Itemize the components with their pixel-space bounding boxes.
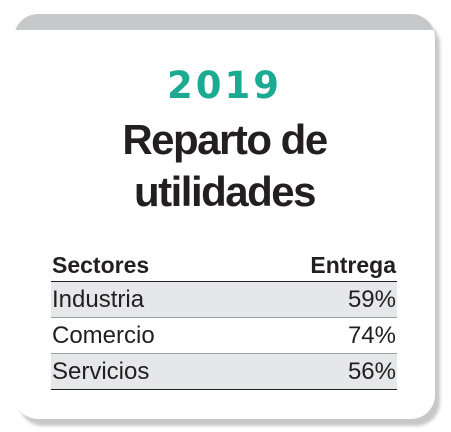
data-table: Sectores Entrega Industria 59% Comercio … <box>51 252 397 390</box>
info-card: 2019 Reparto de utilidades Sectores Entr… <box>14 14 435 419</box>
card-title: Reparto de utilidades <box>14 114 435 218</box>
title-line-2: utilidades <box>133 168 317 215</box>
table-row: Industria 59% <box>51 282 397 318</box>
year-label: 2019 <box>167 64 282 107</box>
table-row: Comercio 74% <box>51 318 397 354</box>
row-sector: Comercio <box>52 321 155 349</box>
table-header: Sectores Entrega <box>51 252 397 282</box>
row-value: 74% <box>347 321 396 349</box>
header-entrega: Entrega <box>310 252 396 278</box>
row-sector: Servicios <box>52 357 150 385</box>
title-line-1: Reparto de <box>122 116 328 163</box>
top-bar <box>14 14 435 30</box>
table-row: Servicios 56% <box>51 354 397 390</box>
header-sectores: Sectores <box>52 252 150 278</box>
row-sector: Industria <box>52 285 145 313</box>
row-value: 59% <box>347 285 396 313</box>
row-value: 56% <box>347 357 396 385</box>
